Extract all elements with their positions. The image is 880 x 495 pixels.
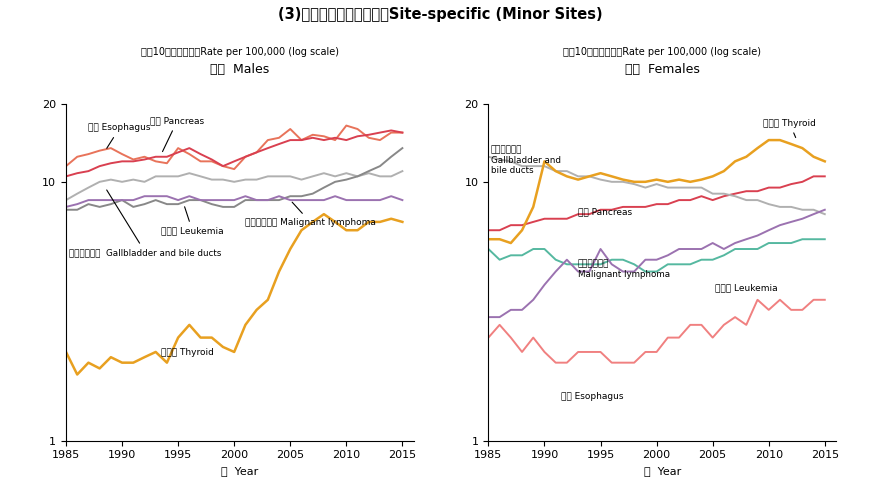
Text: 食道 Esophagus: 食道 Esophagus bbox=[88, 123, 151, 148]
Text: (3)　部位別（詳細部位）Site-specific (Minor Sites): (3) 部位別（詳細部位）Site-specific (Minor Sites) bbox=[278, 7, 602, 22]
Text: 胆のう・胆管
Gallbladder and
bile ducts: 胆のう・胆管 Gallbladder and bile ducts bbox=[491, 146, 561, 175]
Title: 男性  Males: 男性 Males bbox=[210, 63, 269, 76]
Text: 甲状腺 Thyroid: 甲状腺 Thyroid bbox=[161, 347, 214, 356]
Text: 悪性リンパ腫
Malignant lymphoma: 悪性リンパ腫 Malignant lymphoma bbox=[578, 259, 671, 279]
X-axis label: 年  Year: 年 Year bbox=[221, 466, 259, 476]
Text: 食道 Esophagus: 食道 Esophagus bbox=[561, 392, 624, 401]
Text: 胆のう・胆管  Gallbladder and bile ducts: 胆のう・胆管 Gallbladder and bile ducts bbox=[70, 190, 222, 257]
Text: 人口10万対（対数）Rate per 100,000 (log scale): 人口10万対（対数）Rate per 100,000 (log scale) bbox=[141, 47, 339, 57]
Text: 白血病 Leukemia: 白血病 Leukemia bbox=[715, 284, 778, 293]
Text: 膵臓 Pancreas: 膵臓 Pancreas bbox=[578, 207, 632, 216]
Text: 膵臓 Pancreas: 膵臓 Pancreas bbox=[150, 116, 204, 151]
Text: 白血病 Leukemia: 白血病 Leukemia bbox=[161, 207, 224, 236]
Text: 人口10万対（対数）Rate per 100,000 (log scale): 人口10万対（対数）Rate per 100,000 (log scale) bbox=[563, 47, 761, 57]
X-axis label: 年  Year: 年 Year bbox=[643, 466, 681, 476]
Title: 女性  Females: 女性 Females bbox=[625, 63, 700, 76]
Text: 甲状腺 Thyroid: 甲状腺 Thyroid bbox=[763, 119, 816, 138]
Text: 悪性リンパ腫 Malignant lymphoma: 悪性リンパ腫 Malignant lymphoma bbox=[246, 202, 377, 227]
